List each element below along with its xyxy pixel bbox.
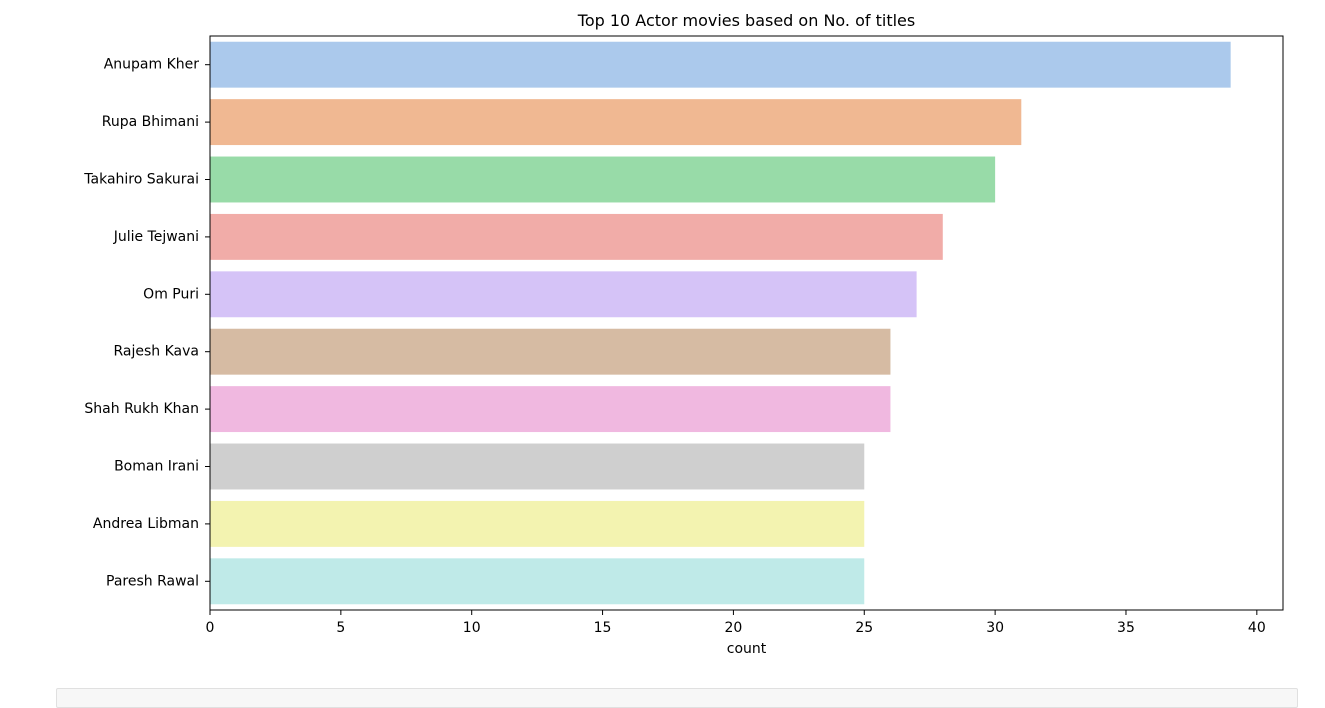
x-tick-label: 10 <box>463 620 481 636</box>
y-tick-label: Rajesh Kava <box>114 344 200 360</box>
bar-takahiro-sakurai <box>210 156 996 203</box>
bar-chart: Top 10 Actor movies based on No. of titl… <box>83 11 1284 657</box>
x-tick-label: 40 <box>1248 620 1266 636</box>
x-tick-label: 25 <box>855 620 873 636</box>
x-tick-label: 20 <box>725 620 743 636</box>
bar-shah-rukh-khan <box>210 386 891 433</box>
bar-andrea-libman <box>210 500 865 547</box>
y-tick-label: Paresh Rawal <box>106 573 199 589</box>
y-tick-label: Boman Irani <box>114 459 199 475</box>
x-tick-label: 35 <box>1117 620 1135 636</box>
chart-container: Top 10 Actor movies based on No. of titl… <box>83 11 1284 657</box>
bar-anupam-kher <box>210 41 1231 88</box>
y-tick-label: Om Puri <box>143 286 199 302</box>
x-tick-label: 0 <box>206 620 215 636</box>
bars-layer <box>210 41 1231 605</box>
bar-rupa-bhimani <box>210 99 1022 146</box>
y-tick-label: Andrea Libman <box>93 516 199 532</box>
x-axis-label: count <box>727 641 767 657</box>
bar-boman-irani <box>210 443 865 490</box>
next-output-cell <box>56 688 1298 708</box>
y-ticks-layer: Anupam Kher Rupa Bhimani Takahiro Sakurai J… <box>83 57 210 589</box>
y-tick-label: Shah Rukh Khan <box>84 401 199 417</box>
bar-paresh-rawal <box>210 558 865 605</box>
x-tick-label: 30 <box>986 620 1004 636</box>
bar-rajesh-kava <box>210 328 891 375</box>
y-tick-label: Takahiro Sakurai <box>83 172 199 188</box>
y-tick-label: Rupa Bhimani <box>102 114 199 130</box>
bar-om-puri <box>210 271 917 318</box>
y-tick-label: Julie Tejwani <box>113 229 199 245</box>
chart-title: Top 10 Actor movies based on No. of titl… <box>577 11 915 30</box>
x-ticks-layer: 0 5 10 15 20 25 30 35 40 <box>206 610 1266 636</box>
bar-julie-tejwani <box>210 213 943 260</box>
x-tick-label: 15 <box>594 620 612 636</box>
plot-frame <box>209 35 1284 611</box>
x-tick-label: 5 <box>336 620 345 636</box>
y-tick-label: Anupam Kher <box>104 57 200 73</box>
